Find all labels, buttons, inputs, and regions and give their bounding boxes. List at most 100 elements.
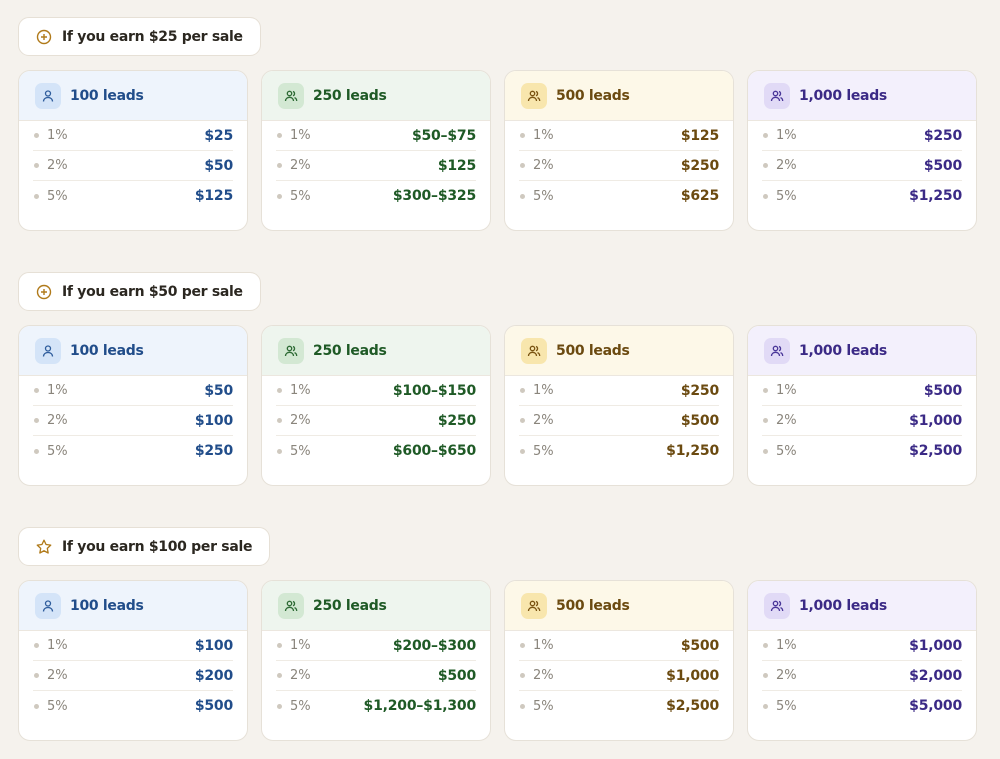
- rate-label: 2%: [776, 413, 797, 428]
- card-header: 250 leads: [262, 71, 490, 121]
- rate-row: 1% $125: [519, 121, 719, 151]
- bullet: [277, 193, 282, 199]
- rate-label: 2%: [533, 158, 554, 173]
- bullet: [520, 418, 525, 423]
- rate-label: 1%: [533, 383, 554, 398]
- rate-row: 1% $500: [519, 631, 719, 661]
- card-title: 250 leads: [313, 87, 387, 104]
- earnings-value: $500: [437, 667, 476, 684]
- bullet: [277, 133, 282, 138]
- rate-row: 2% $1,000: [519, 661, 719, 691]
- card-250-leads: 250 leads 1% $200–$300 2% $500 5% $1,200–$1…: [261, 580, 491, 741]
- earnings-value: $500: [923, 382, 962, 399]
- earnings-value: $250: [437, 412, 476, 429]
- card-header: 1,000 leads: [748, 326, 976, 376]
- rate-label: 1%: [290, 383, 311, 398]
- card-title: 250 leads: [313, 597, 387, 614]
- earnings-section-50: If you earn $50 per sale 100 leads 1% $50…: [18, 272, 978, 486]
- bullet: [34, 673, 39, 678]
- card-title: 100 leads: [70, 342, 144, 359]
- rate-label: 2%: [533, 413, 554, 428]
- rate-row: 1% $100: [33, 631, 233, 661]
- earnings-value: $625: [680, 188, 719, 204]
- card-1000-leads: 1,000 leads 1% $500 2% $1,000 5% $2,500: [747, 325, 977, 486]
- users-icon: [278, 592, 304, 619]
- users-icon: [764, 337, 790, 364]
- earnings-section-25: If you earn $25 per sale 100 leads 1% $25…: [18, 17, 978, 231]
- bullet: [763, 163, 768, 168]
- card-title: 100 leads: [70, 597, 144, 614]
- bullet: [520, 133, 525, 138]
- bullet: [34, 643, 39, 648]
- rate-label: 5%: [533, 443, 554, 459]
- rate-label: 2%: [47, 668, 68, 683]
- lead-cards-row: 100 leads 1% $50 2% $100 5% $250 250 leads …: [18, 325, 978, 486]
- rate-label: 5%: [47, 443, 68, 459]
- user-icon: [35, 82, 61, 109]
- bullet: [763, 193, 768, 199]
- card-title: 250 leads: [313, 342, 387, 359]
- rate-label: 5%: [47, 188, 68, 204]
- bullet: [277, 703, 282, 709]
- bullet: [520, 643, 525, 648]
- earnings-value: $50: [204, 157, 233, 174]
- rate-label: 2%: [47, 158, 68, 173]
- user-icon: [35, 592, 61, 619]
- earnings-value: $1,200–$1,300: [363, 698, 477, 714]
- rate-row: 5% $625: [519, 181, 719, 211]
- card-header: 500 leads: [505, 71, 733, 121]
- bullet: [34, 388, 39, 393]
- rate-row: 1% $100–$150: [276, 376, 476, 406]
- earnings-value: $250: [680, 157, 719, 174]
- rate-label: 5%: [290, 188, 311, 204]
- earnings-value: $2,500: [909, 443, 962, 459]
- earnings-value: $250: [923, 127, 962, 144]
- users-icon: [278, 82, 304, 109]
- section-header-pill: If you earn $50 per sale: [18, 272, 261, 311]
- rate-label: 5%: [290, 443, 311, 459]
- rate-label: 2%: [290, 413, 311, 428]
- lead-cards-row: 100 leads 1% $25 2% $50 5% $125 250 leads 1…: [18, 70, 978, 231]
- rate-label: 5%: [776, 188, 797, 204]
- rate-label: 1%: [290, 128, 311, 143]
- rate-row: 5% $500: [33, 691, 233, 721]
- rate-row: 2% $100: [33, 406, 233, 436]
- card-title: 100 leads: [70, 87, 144, 104]
- star-icon: [36, 539, 52, 555]
- rate-label: 1%: [533, 638, 554, 653]
- earnings-value: $500: [194, 698, 233, 714]
- rate-row: 1% $25: [33, 121, 233, 151]
- rate-label: 5%: [290, 698, 311, 714]
- rate-row: 2% $125: [276, 151, 476, 181]
- rate-row: 2% $200: [33, 661, 233, 691]
- earnings-value: $5,000: [909, 698, 962, 714]
- rate-row: 2% $250: [519, 151, 719, 181]
- bullet: [277, 388, 282, 393]
- card-title: 500 leads: [556, 87, 630, 104]
- rate-label: 5%: [47, 698, 68, 714]
- rate-label: 1%: [47, 128, 68, 143]
- card-100-leads: 100 leads 1% $25 2% $50 5% $125: [18, 70, 248, 231]
- rate-label: 2%: [776, 158, 797, 173]
- earnings-value: $2,500: [666, 698, 719, 714]
- rate-label: 5%: [776, 698, 797, 714]
- section-title: If you earn $50 per sale: [62, 283, 243, 300]
- earnings-value: $200–$300: [392, 637, 476, 654]
- rate-row: 2% $500: [276, 661, 476, 691]
- rate-row: 2% $500: [762, 151, 962, 181]
- bullet: [763, 673, 768, 678]
- earnings-value: $25: [204, 127, 233, 144]
- earnings-value: $500: [923, 157, 962, 174]
- rate-row: 1% $50–$75: [276, 121, 476, 151]
- earnings-value: $1,000: [909, 637, 962, 654]
- users-icon: [278, 337, 304, 364]
- rate-row: 2% $1,000: [762, 406, 962, 436]
- bullet: [763, 388, 768, 393]
- bullet: [277, 418, 282, 423]
- rate-label: 1%: [776, 638, 797, 653]
- rate-row: 5% $600–$650: [276, 436, 476, 466]
- earnings-value: $200: [194, 667, 233, 684]
- card-500-leads: 500 leads 1% $500 2% $1,000 5% $2,500: [504, 580, 734, 741]
- rate-label: 2%: [47, 413, 68, 428]
- earnings-value: $125: [194, 188, 233, 204]
